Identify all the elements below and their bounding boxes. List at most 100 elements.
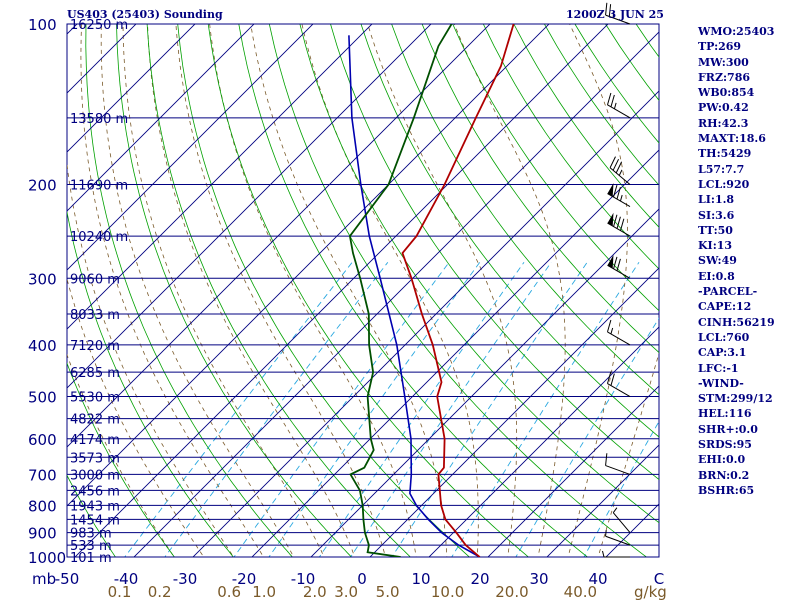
wind-barb-flag	[607, 92, 612, 105]
isotherm-line	[310, 208, 659, 557]
index-item: WB0:854	[698, 86, 755, 100]
height-label: 9060 m	[70, 272, 120, 287]
mixing-ratio-tick-label: 0.6	[217, 583, 241, 600]
height-label: 3000 m	[70, 468, 120, 483]
index-item: LCL:760	[698, 330, 750, 344]
wind-barb	[612, 507, 631, 533]
wind-barb-flag	[616, 216, 621, 229]
isotherm-line	[487, 385, 659, 557]
wind-barb-halfflag	[612, 507, 618, 513]
isotherm-line	[67, 24, 491, 448]
height-label: 4822 m	[70, 413, 120, 428]
moist-adiabat	[567, 24, 628, 557]
mixing-ratio-line	[164, 262, 389, 557]
wind-barb	[607, 92, 631, 119]
height-label: 101 m	[70, 551, 112, 566]
temperature-tick-label: -50	[55, 570, 80, 588]
index-item: CAP:3.1	[698, 346, 747, 360]
pressure-tick-label: 500	[28, 389, 57, 407]
isotherm-line	[546, 444, 659, 557]
moist-adiabat	[67, 277, 205, 557]
index-item: -WIND-	[698, 376, 744, 390]
temperature-tick-label: -30	[173, 570, 198, 588]
index-item: HEL:116	[698, 407, 752, 421]
wind-barb-flag	[607, 371, 612, 384]
height-label: 3573 m	[70, 451, 120, 466]
mixing-ratio-tick-label: 1.0	[252, 583, 276, 600]
mixing-ratio-tick-label: 3.0	[334, 583, 358, 600]
temperature-tick-label: 0	[357, 570, 367, 588]
index-item: FRZ:786	[698, 70, 751, 84]
dewpoint-trace	[348, 24, 453, 557]
moist-adiabat	[67, 353, 175, 557]
pressure-tick-label: 100	[28, 16, 57, 34]
pressure-tick-label: 200	[28, 176, 57, 194]
isotherm-line	[67, 24, 314, 271]
mixing-ratio-tick-label: 20.0	[495, 583, 528, 600]
index-item: CAPE:12	[698, 300, 752, 314]
mixing-ratio-line	[350, 262, 552, 557]
wind-barb	[607, 319, 631, 346]
height-label: 13580 m	[70, 112, 128, 127]
height-label: 5530 m	[70, 391, 120, 406]
isotherm-line	[74, 24, 609, 557]
moist-adiabat	[367, 24, 518, 557]
wind-barb-halfflag	[619, 194, 623, 202]
temperature-trace	[401, 24, 515, 557]
temperature-tick-label: -10	[291, 570, 316, 588]
index-item: BRN:0.2	[698, 468, 750, 482]
mixing-ratio-tick-label: 10.0	[431, 583, 464, 600]
wind-barb-staff	[605, 465, 631, 475]
index-item: WMO:25403	[698, 25, 775, 38]
wind-barb-staff	[607, 104, 631, 119]
wind-barb-flag	[605, 2, 608, 16]
stability-index-panel: WMO:25403 TP:269 MW:300 FRZ:786 WB0:854 PW:0.…	[698, 24, 798, 498]
wind-barb-flag	[608, 4, 612, 17]
mixing-ratio-line	[124, 262, 353, 557]
moist-adiabat	[67, 160, 234, 557]
temperature-tick-label: C	[654, 570, 664, 588]
index-item: SI:3.6	[698, 208, 735, 222]
moist-adiabat	[453, 24, 566, 557]
temperature-tick-label: 40	[588, 570, 607, 588]
wind-barb-halfflag	[613, 102, 617, 109]
wind-barb-flag	[613, 214, 618, 227]
wind-barb-pennant	[607, 212, 614, 227]
index-item: KI:13	[698, 239, 733, 253]
wind-barb-flag	[615, 161, 623, 174]
index-item: BSHR:65	[698, 483, 755, 497]
wind-barb-halfflag	[610, 327, 614, 335]
wind-barb	[609, 156, 631, 185]
height-label: 6285 m	[70, 366, 120, 381]
wind-barb-staff	[607, 383, 631, 397]
wind-barb-staff	[607, 222, 631, 237]
pressure-tick-label: 300	[28, 270, 57, 288]
wind-barb	[607, 212, 631, 237]
index-item: TP:269	[698, 40, 742, 54]
mixing-ratio-tick-label: 2.0	[303, 583, 327, 600]
moist-adiabat	[175, 24, 386, 557]
index-item: TT:50	[698, 223, 733, 237]
wind-barb-flag	[616, 186, 621, 200]
isotherm-line	[192, 90, 659, 557]
mixing-ratio-line	[391, 262, 588, 557]
index-item: LI:1.8	[698, 193, 735, 207]
index-item: SRDS:95	[698, 438, 752, 452]
wind-barb-staff	[612, 512, 631, 533]
wind-barb-staff	[605, 14, 631, 25]
index-item: L57:7.7	[698, 162, 745, 176]
index-item: SHR+:0.0	[698, 422, 758, 436]
height-label: 2456 m	[70, 484, 120, 499]
index-item: SW:49	[698, 254, 737, 268]
index-item: EHI:0.0	[698, 453, 746, 467]
isotherm-line	[67, 24, 550, 507]
isotherm-line	[369, 267, 659, 557]
temperature-tick-label: -40	[114, 570, 139, 588]
wind-barb	[605, 2, 631, 25]
isotherms	[67, 24, 659, 557]
mixing-ratio-lines	[124, 262, 659, 557]
moist-adiabat	[597, 351, 659, 557]
height-label: 1943 m	[70, 499, 120, 514]
mixing-ratio-line	[583, 420, 659, 557]
